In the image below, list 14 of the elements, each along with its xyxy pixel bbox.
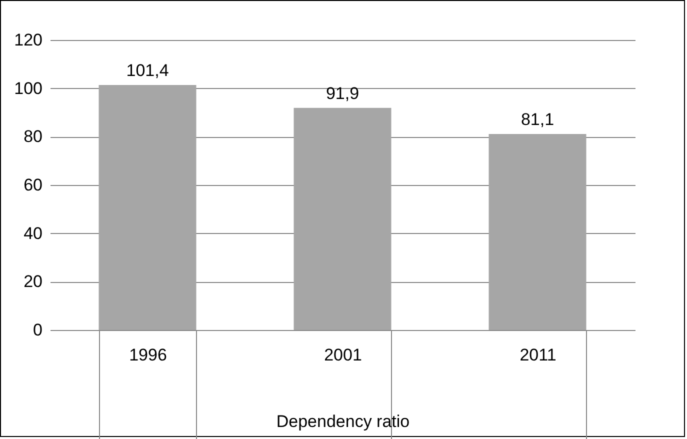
data-label: 101,4 [126,60,169,80]
x-axis-title: Dependency ratio [276,412,410,431]
x-tick-label: 2001 [324,346,362,364]
data-label: 91,9 [326,84,360,103]
y-tick-label: 40 [24,224,42,243]
y-tick-label: 80 [24,127,42,146]
x-tick-label: 1996 [129,346,167,364]
data-label: 81,1 [520,110,554,130]
y-tick-label: 20 [24,272,42,292]
y-tick-label: 0 [33,320,42,340]
y-tick-label: 120 [14,30,42,50]
y-tick-label: 60 [24,176,42,194]
x-tick-label: 2011 [520,346,556,364]
y-tick-label: 100 [14,78,42,98]
